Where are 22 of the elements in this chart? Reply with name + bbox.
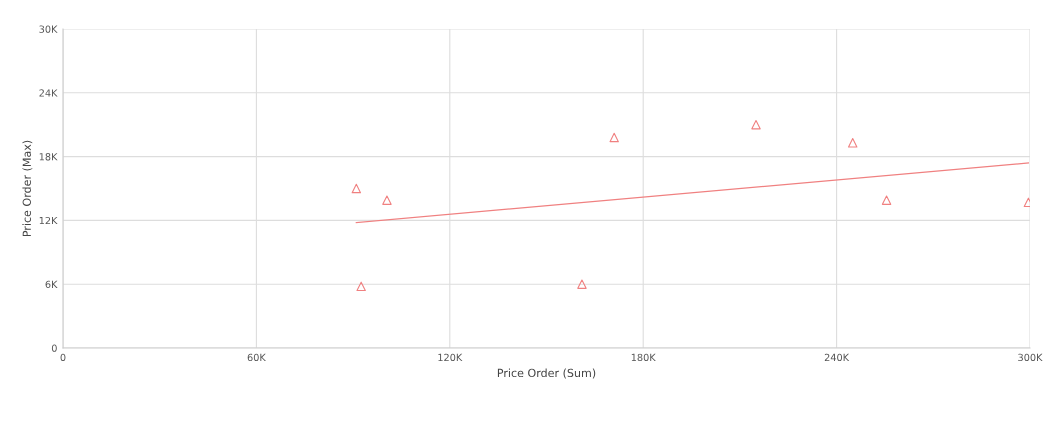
x-tick-label: 300K — [1018, 353, 1043, 362]
y-tick-label: 24K — [39, 89, 58, 97]
point — [751, 119, 761, 130]
y-tick-label: 30K — [39, 25, 58, 33]
x-tick-label: 120K — [438, 353, 463, 362]
x-tick-label: 0 — [60, 353, 66, 362]
point — [609, 132, 619, 143]
point — [847, 138, 858, 148]
y-axis-title: Price Order (Max) — [22, 140, 33, 237]
x-tick-label: 60K — [247, 353, 266, 362]
x-tick-label: 240K — [824, 353, 850, 362]
y-tick-label: 0 — [51, 344, 57, 352]
x-tick-label: 180K — [631, 353, 656, 362]
y-tick-label: 12K — [39, 216, 58, 225]
y-tick-label: 6K — [45, 280, 58, 289]
point — [356, 281, 366, 292]
x-axis-title: Price Order (Sum) — [497, 368, 596, 379]
point — [382, 195, 392, 205]
y-tick-label: 18K — [39, 153, 58, 161]
point — [881, 195, 892, 205]
point — [577, 279, 587, 289]
point — [351, 183, 362, 194]
